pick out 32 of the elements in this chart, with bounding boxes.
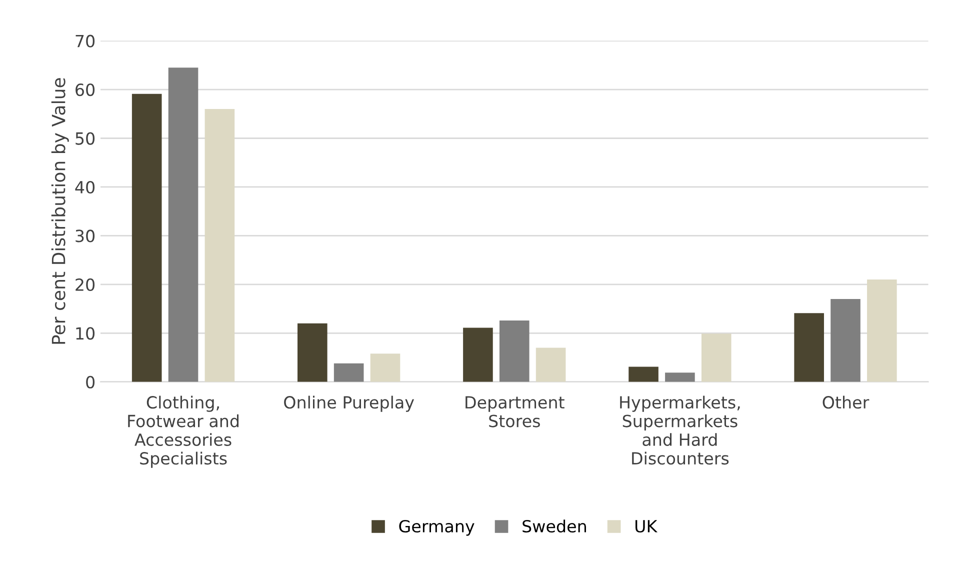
y-axis-title: Per cent Distribution by Value [51, 78, 69, 344]
bar [701, 334, 732, 382]
bar [830, 299, 860, 382]
legend-label: UK [636, 520, 658, 533]
y-tick-label: 0 [86, 376, 95, 388]
bar [536, 348, 566, 382]
legend-label: Sweden [522, 520, 586, 533]
y-tick-label: 30 [76, 230, 95, 242]
bar [204, 109, 235, 382]
legend-label: Germany [399, 520, 474, 536]
y-tick-label: 50 [76, 132, 95, 145]
x-tick-label: Hypermarkets, Supermarkets and Hard Discounters [620, 396, 740, 465]
bar [867, 280, 897, 382]
bar [334, 363, 364, 382]
y-tick-label: 10 [76, 327, 95, 340]
y-tick-label: 20 [76, 278, 95, 291]
bar [628, 366, 658, 382]
x-tick-label: Online Pureplay [284, 396, 414, 412]
x-tick-label: Department Stores [466, 396, 564, 428]
bar [665, 372, 695, 382]
bar [499, 320, 530, 382]
y-tick-label: 40 [75, 180, 95, 194]
bar [298, 323, 328, 382]
bar [132, 94, 162, 382]
y-tick-label: 60 [76, 83, 95, 96]
x-tick-label: Clothing, Footwear and Accessories Specialists [128, 396, 239, 468]
x-tick-label: Other [822, 396, 870, 409]
bar [168, 68, 198, 382]
y-tick-label: 70 [76, 34, 95, 48]
bar [794, 313, 824, 382]
bar [370, 354, 400, 382]
bar [463, 328, 493, 382]
